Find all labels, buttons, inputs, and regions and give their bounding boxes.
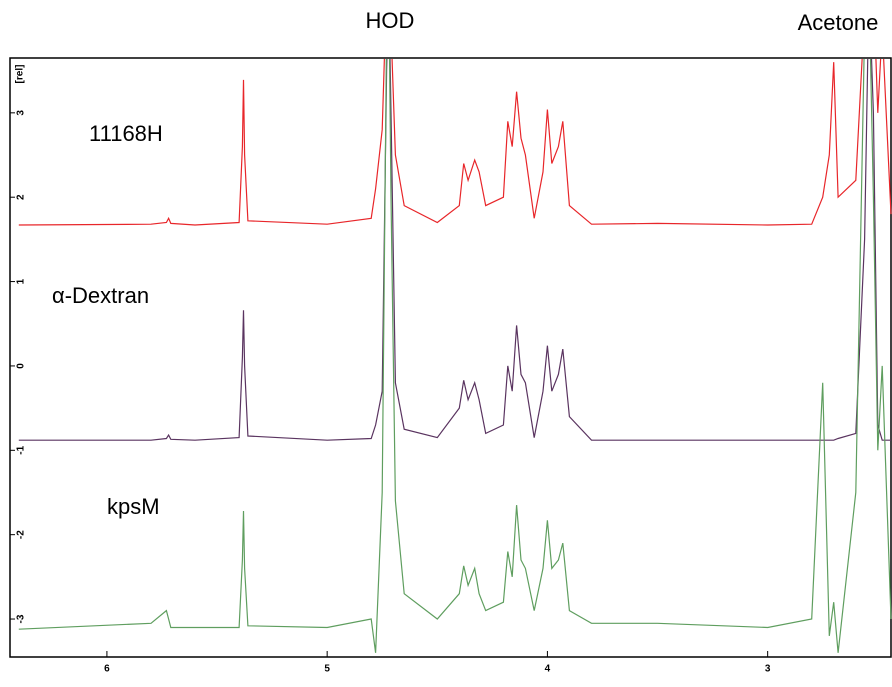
series-label: 11168H bbox=[89, 121, 163, 146]
y-axis-label: [rel] bbox=[15, 65, 26, 84]
series-label: α-Dextran bbox=[52, 283, 149, 308]
y-tick-label: 2 bbox=[16, 194, 27, 200]
annotation: Acetone bbox=[798, 10, 879, 35]
y-tick-label: 1 bbox=[16, 278, 27, 284]
x-tick-label: 3 bbox=[765, 664, 771, 675]
y-tick-label: 3 bbox=[16, 110, 27, 116]
plot-frame bbox=[9, 57, 892, 658]
x-tick-label: 5 bbox=[324, 664, 330, 675]
y-tick-label: -2 bbox=[16, 530, 27, 539]
series-label: kpsM bbox=[107, 494, 160, 519]
plot-area bbox=[18, 59, 892, 653]
x-tick-label: 4 bbox=[545, 664, 551, 675]
y-tick-label: -1 bbox=[16, 445, 27, 454]
x-tick-label: 6 bbox=[104, 664, 110, 675]
y-tick-label: -3 bbox=[16, 614, 27, 623]
y-tick-label: 0 bbox=[16, 363, 27, 369]
spectrum-line bbox=[18, 59, 891, 441]
spectrum-line bbox=[18, 59, 892, 653]
spectrum-line bbox=[18, 59, 892, 226]
annotation: HOD bbox=[366, 8, 415, 33]
